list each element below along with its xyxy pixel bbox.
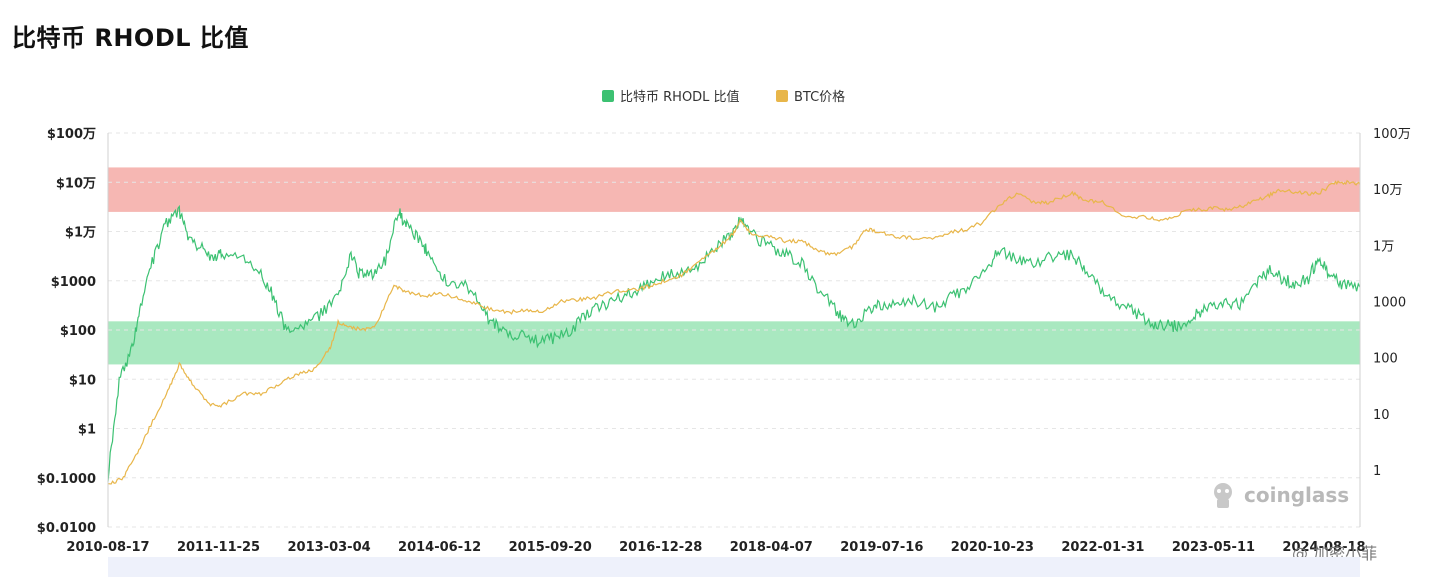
y-left-tick-label: $100万 [47,127,96,142]
y-right-tick-label: 1000 [1373,296,1406,311]
legend-swatch-price[interactable] [776,90,788,102]
green-zone-band [108,321,1360,365]
x-tick-label: 2016-12-28 [619,540,702,555]
legend-label-rhodl[interactable]: 比特币 RHODL 比值 [620,89,740,105]
watermark-text: coinglass [1244,483,1350,507]
legend-label-price[interactable]: BTC价格 [794,89,845,105]
page-title: 比特币 RHODL 比值 [12,24,249,52]
watermark: coinglass [1208,480,1349,510]
y-left-tick-label: $100 [60,324,96,339]
x-tick-label: 2018-04-07 [730,540,813,555]
y-right-tick-label: 100 [1373,352,1398,367]
y-right-tick-label: 100万 [1373,127,1411,142]
x-tick-label: 2010-08-17 [66,540,149,555]
bottom-scroll-strip[interactable] [108,557,1360,577]
y-right-tick-label: 1万 [1373,239,1394,254]
x-tick-label: 2022-01-31 [1061,540,1144,555]
x-tick-label: 2024-08-18 [1282,540,1365,555]
y-left-tick-label: $1 [78,423,96,438]
legend: 比特币 RHODL 比值 BTC价格 [602,89,845,105]
y-left-tick-label: $0.0100 [37,521,96,536]
axes: $0.0100 $0.1000 $1 $10 $100 $1000 $1万 $10万 $100万… [37,127,1411,555]
red-zone-band [108,167,1360,212]
coinglass-logo-icon [1214,483,1232,508]
legend-swatch-rhodl[interactable] [602,90,614,102]
y-right-tick-label: 10 [1373,408,1390,423]
y-left-tick-label: $1000 [51,275,96,290]
y-left-tick-label: $0.1000 [37,472,96,487]
x-tick-label: 2011-11-25 [177,540,260,555]
threshold-bands [108,167,1360,365]
x-tick-label: 2023-05-11 [1172,540,1255,555]
y-left-tick-label: $10万 [56,176,96,191]
rhodl-ratio-line [107,204,1361,482]
y-right-tick-label: 1 [1373,464,1381,479]
btc-price-line [107,179,1361,485]
grid-lines [108,132,1360,528]
x-tick-label: 2014-06-12 [398,540,481,555]
x-tick-label: 2013-03-04 [288,540,371,555]
series-layer [107,179,1361,485]
x-tick-label: 2019-07-16 [840,540,923,555]
x-tick-label: 2020-10-23 [951,540,1034,555]
x-tick-label: 2015-09-20 [509,540,592,555]
y-left-tick-label: $10 [69,373,96,388]
y-right-tick-label: 10万 [1373,183,1403,198]
y-left-tick-label: $1万 [65,226,96,241]
